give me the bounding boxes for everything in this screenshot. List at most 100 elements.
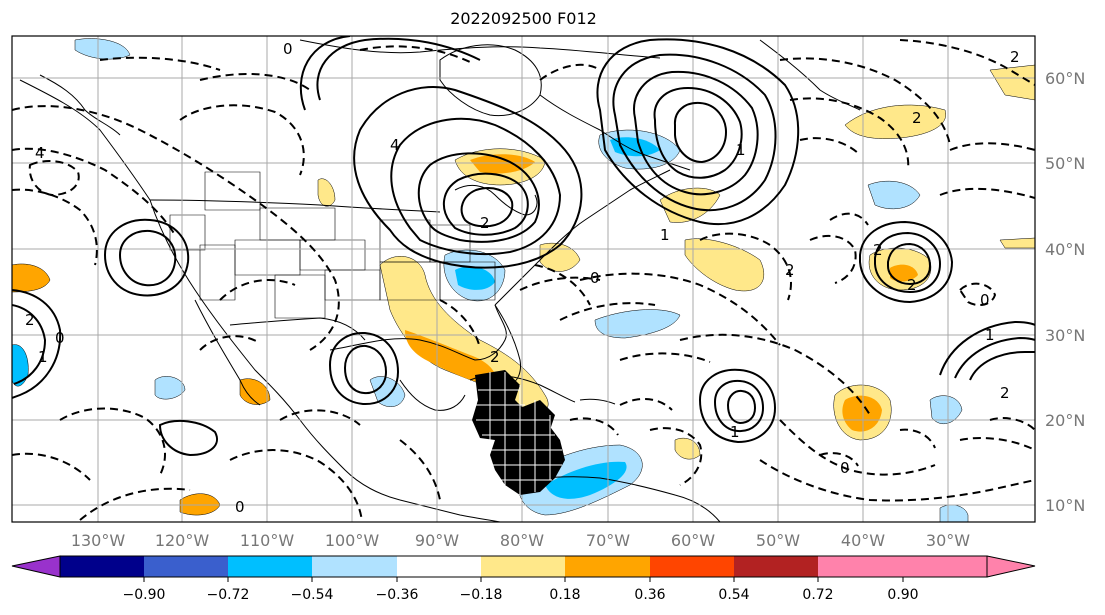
lon-label-30w: 30°W <box>926 531 970 550</box>
yucatan <box>399 379 466 411</box>
lat-label-60n: 60°N <box>1045 69 1085 88</box>
positive-anomaly-gulf-core <box>405 330 497 385</box>
positive-anomaly-small-3 <box>674 437 701 460</box>
colorbar-segment <box>144 556 228 577</box>
colorbar-tick-label: −0.18 <box>460 587 503 603</box>
positive-anomaly-tropics-core <box>842 395 882 432</box>
baja-california <box>194 299 261 406</box>
contour-label: 1 <box>985 326 995 344</box>
colorbar-arrow-outline <box>986 555 1036 578</box>
contour-label: 4 <box>35 144 45 162</box>
negative-anomaly-atlantic <box>594 309 681 339</box>
canadian-arctic <box>299 39 661 59</box>
negative-anomaly-north <box>867 180 921 210</box>
colorbar-tick-label: 0.18 <box>549 587 580 603</box>
lat-label-20n: 20°N <box>1045 411 1085 430</box>
contour-label: 2 <box>1010 48 1020 66</box>
dashed-contours <box>12 39 1035 522</box>
lon-label-120w: 120°W <box>155 531 210 550</box>
negative-anomaly-caribbean-core <box>545 461 627 499</box>
central-america <box>399 499 501 522</box>
marker-texture <box>476 372 562 495</box>
colorbar: −0.90 −0.72 −0.54 −0.36 −0.18 0.18 0.36 … <box>11 555 1036 603</box>
positive-anomaly-mexico <box>239 378 271 405</box>
colorbar-tick-label: −0.90 <box>123 587 166 603</box>
positive-anomaly-lakes-core <box>470 154 535 174</box>
positive-anomaly-atlantic <box>684 238 765 292</box>
contour-label: 0 <box>980 291 990 309</box>
positive-anomaly-east <box>539 242 581 272</box>
negative-anomaly-southeast-core <box>455 266 495 290</box>
contour-label: 2 <box>480 214 490 232</box>
colorbar-tick-label: −0.36 <box>376 587 419 603</box>
colorbar-tick-label: −0.72 <box>207 587 250 603</box>
florida <box>494 304 521 385</box>
longitude-labels: 130°W 120°W 110°W 100°W 90°W 80°W 70°W 6… <box>71 531 970 550</box>
positive-anomaly-labrador <box>844 104 947 139</box>
hispaniola <box>579 398 616 405</box>
contour-label: 2 <box>912 109 922 127</box>
significance-markers <box>472 370 565 495</box>
state-boundaries <box>169 171 496 319</box>
colorbar-tick-label: 0.72 <box>802 587 833 603</box>
contour-label: 0 <box>840 459 850 477</box>
contour-label: 0 <box>283 40 293 58</box>
lon-label-40w: 40°W <box>841 531 885 550</box>
colorbar-segment <box>60 556 144 577</box>
lat-label-30n: 30°N <box>1045 326 1085 345</box>
contour-label: 2 <box>1000 384 1010 402</box>
contour-label: 0 <box>235 498 245 516</box>
hudson-bay <box>439 44 542 117</box>
contour-label: 1 <box>736 141 746 159</box>
map-title: 2022092500 F012 <box>450 9 597 28</box>
latitude-labels: 60°N 50°N 40°N 30°N 20°N 10°N <box>1045 69 1085 515</box>
contour-label: 2 <box>873 241 883 259</box>
colorbar-tick-label: 0.36 <box>634 587 665 603</box>
colorbar-segment <box>650 556 734 577</box>
lon-label-80w: 80°W <box>500 531 544 550</box>
contour-value-labels: 0 2 4 1 1 0 2 1 0 2 2 0 1 2 1 0 2 2 0 2 … <box>25 40 1020 516</box>
alaska-panhandle <box>39 74 121 136</box>
colorbar-segment <box>818 556 903 577</box>
negative-anomaly-tropics-e <box>929 395 963 425</box>
lon-label-130w: 130°W <box>71 531 126 550</box>
colorbar-tick-label: 0.90 <box>887 587 918 603</box>
positive-anomaly-midatlantic-core <box>890 264 918 282</box>
contour-label: 2 <box>907 276 917 294</box>
contour-label: 2 <box>25 311 35 329</box>
negative-anomaly-pacific-n <box>74 38 131 60</box>
greenland-south <box>759 39 861 111</box>
colorbar-extend-low <box>11 555 61 578</box>
contour-label: 0 <box>590 269 600 287</box>
colorbar-tick-label: −0.54 <box>291 587 334 603</box>
positive-anomaly-small-4 <box>317 178 336 207</box>
colorbar-segment <box>734 556 818 577</box>
contour-label: 4 <box>390 136 400 154</box>
lat-label-50n: 50°N <box>1045 154 1085 173</box>
lon-label-110w: 110°W <box>240 531 295 550</box>
lat-label-40n: 40°N <box>1045 240 1085 259</box>
positive-anomaly-southwest <box>179 493 221 516</box>
colorbar-segment <box>312 556 397 577</box>
positive-anomaly-small-1 <box>999 237 1035 249</box>
contour-label: 2 <box>785 261 795 279</box>
negative-anomaly-pacific-w <box>12 344 29 387</box>
lon-label-90w: 90°W <box>415 531 459 550</box>
colorbar-segment <box>565 556 650 577</box>
negative-anomaly-small-1 <box>154 376 186 400</box>
colorbar-tick-label: 0.54 <box>718 587 749 603</box>
positive-anomaly-pacific <box>12 263 51 293</box>
east-coast <box>494 169 671 306</box>
lon-label-70w: 70°W <box>586 531 630 550</box>
lon-label-100w: 100°W <box>325 531 380 550</box>
contour-label: 0 <box>55 329 65 347</box>
contour-label: 1 <box>730 423 740 441</box>
colorbar-segment <box>481 556 565 577</box>
great-lakes <box>454 184 538 216</box>
negative-anomaly-small-2 <box>939 504 969 522</box>
contour-label: 1 <box>38 348 48 366</box>
colorbar-frame <box>59 555 988 578</box>
map-frame <box>11 35 1036 523</box>
contour-label: 1 <box>660 226 670 244</box>
